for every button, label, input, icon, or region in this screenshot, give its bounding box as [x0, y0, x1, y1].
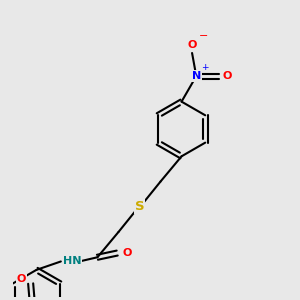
- Text: +: +: [201, 63, 209, 72]
- Text: O: O: [188, 40, 197, 50]
- Text: −: −: [199, 31, 208, 41]
- Text: HN: HN: [63, 256, 81, 266]
- Text: O: O: [17, 274, 26, 284]
- Text: N: N: [192, 71, 201, 81]
- Text: O: O: [122, 248, 132, 258]
- Text: O: O: [222, 71, 232, 81]
- Text: S: S: [135, 200, 144, 213]
